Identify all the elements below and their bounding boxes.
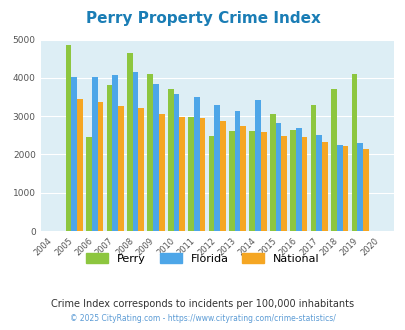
Bar xyxy=(351,74,356,231)
Bar xyxy=(290,130,295,231)
Bar xyxy=(194,97,199,231)
Bar xyxy=(92,78,97,231)
Bar xyxy=(295,128,301,231)
Bar xyxy=(220,121,225,231)
Bar xyxy=(188,117,194,231)
Bar xyxy=(330,88,336,231)
Bar xyxy=(208,136,214,231)
Bar xyxy=(269,114,275,231)
Bar xyxy=(356,143,362,231)
Bar xyxy=(342,146,347,231)
Bar xyxy=(255,100,260,231)
Bar xyxy=(158,114,164,231)
Bar xyxy=(153,84,158,231)
Bar xyxy=(71,78,77,231)
Bar xyxy=(321,142,327,231)
Bar xyxy=(362,149,368,231)
Legend: Perry, Florida, National: Perry, Florida, National xyxy=(81,249,324,268)
Bar xyxy=(86,137,92,231)
Bar xyxy=(132,72,138,231)
Bar xyxy=(228,131,234,231)
Bar xyxy=(234,111,240,231)
Bar xyxy=(249,131,255,231)
Bar xyxy=(310,105,315,231)
Bar xyxy=(147,74,153,231)
Bar xyxy=(214,105,220,231)
Bar xyxy=(173,94,179,231)
Bar xyxy=(240,126,245,231)
Bar xyxy=(97,102,103,231)
Bar xyxy=(315,135,321,231)
Bar xyxy=(260,132,266,231)
Bar xyxy=(281,136,286,231)
Bar xyxy=(199,118,205,231)
Bar xyxy=(127,53,132,231)
Text: Perry Property Crime Index: Perry Property Crime Index xyxy=(85,12,320,26)
Bar xyxy=(77,99,83,231)
Bar xyxy=(179,117,185,231)
Bar xyxy=(66,45,71,231)
Bar xyxy=(106,85,112,231)
Bar xyxy=(112,75,118,231)
Bar xyxy=(275,123,281,231)
Bar xyxy=(138,108,144,231)
Bar xyxy=(167,88,173,231)
Bar xyxy=(301,137,307,231)
Text: © 2025 CityRating.com - https://www.cityrating.com/crime-statistics/: © 2025 CityRating.com - https://www.city… xyxy=(70,314,335,323)
Bar xyxy=(336,145,342,231)
Text: Crime Index corresponds to incidents per 100,000 inhabitants: Crime Index corresponds to incidents per… xyxy=(51,299,354,309)
Bar xyxy=(118,106,124,231)
